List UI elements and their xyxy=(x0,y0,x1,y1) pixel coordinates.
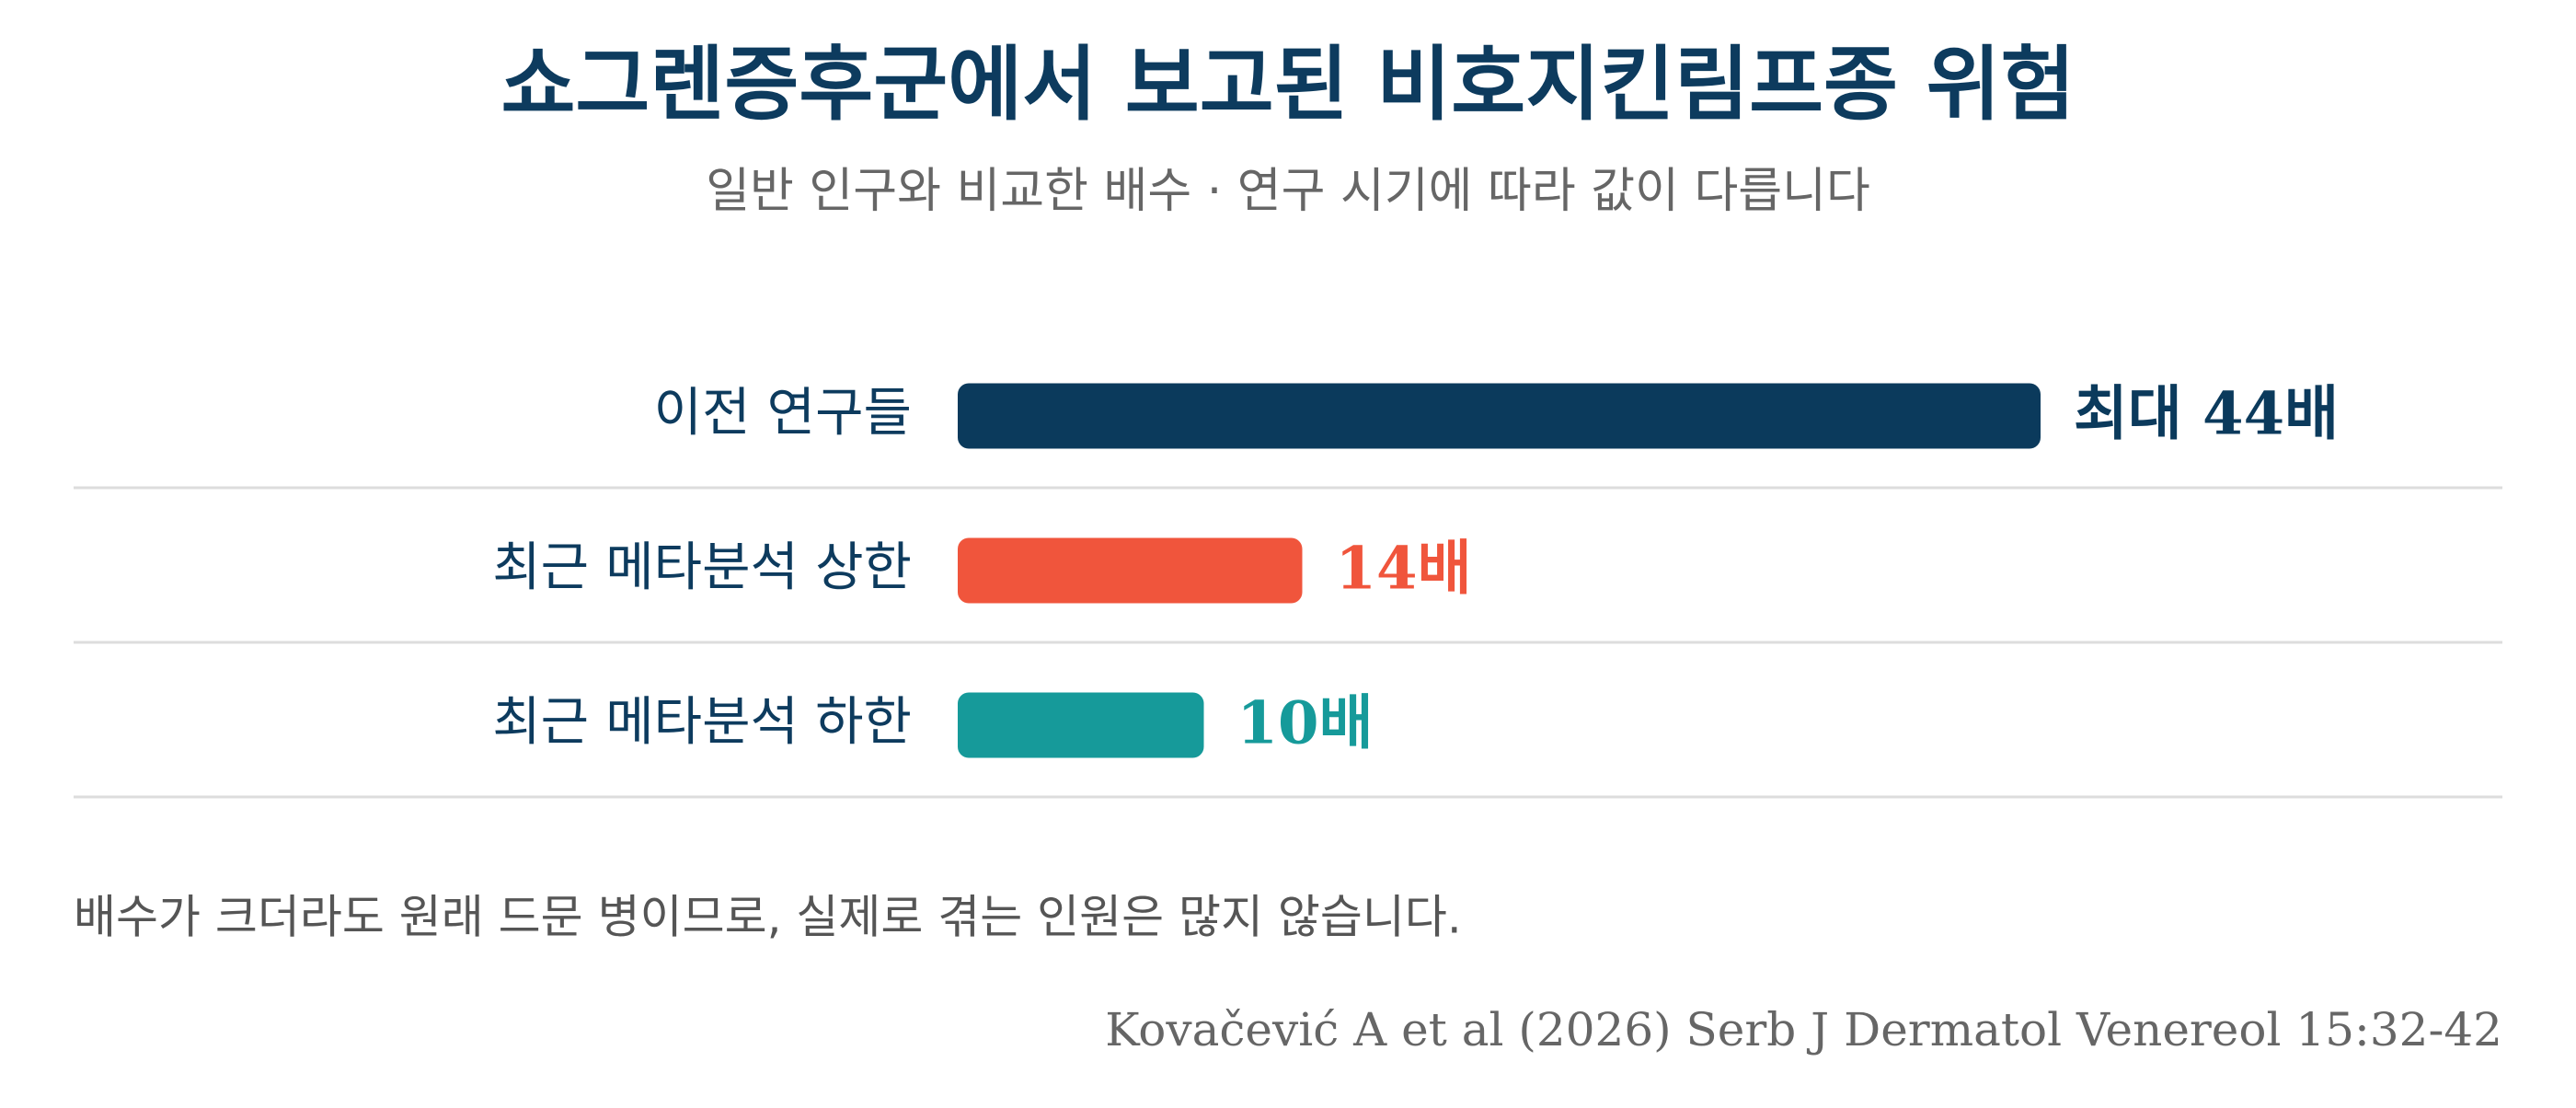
note: 배수가 크더라도 원래 드문 병이므로, 실제로 겪는 인원은 많지 않습니다. xyxy=(74,891,1462,944)
chart-subtitle: 일반 인구와 비교한 배수 · 연구 시기에 따라 값이 다릅니다 xyxy=(706,164,1870,219)
category-label: 최근 메타분석 상한 xyxy=(492,537,912,598)
category-label: 이전 연구들 xyxy=(654,383,912,444)
bar xyxy=(958,383,2041,449)
value-label: 최대 44배 xyxy=(2074,380,2339,449)
value-label: 10배 xyxy=(1237,689,1374,758)
value-label: 14배 xyxy=(1336,535,1472,604)
bar xyxy=(958,692,1204,758)
chart-title: 쇼그렌증후군에서 보고된 비호지킨림프종 위험 xyxy=(500,37,2075,132)
bar xyxy=(958,537,1303,604)
source: Kovačević A et al (2026) Serb J Dermatol… xyxy=(1105,1003,2502,1056)
category-label: 최근 메타분석 하한 xyxy=(492,692,912,753)
